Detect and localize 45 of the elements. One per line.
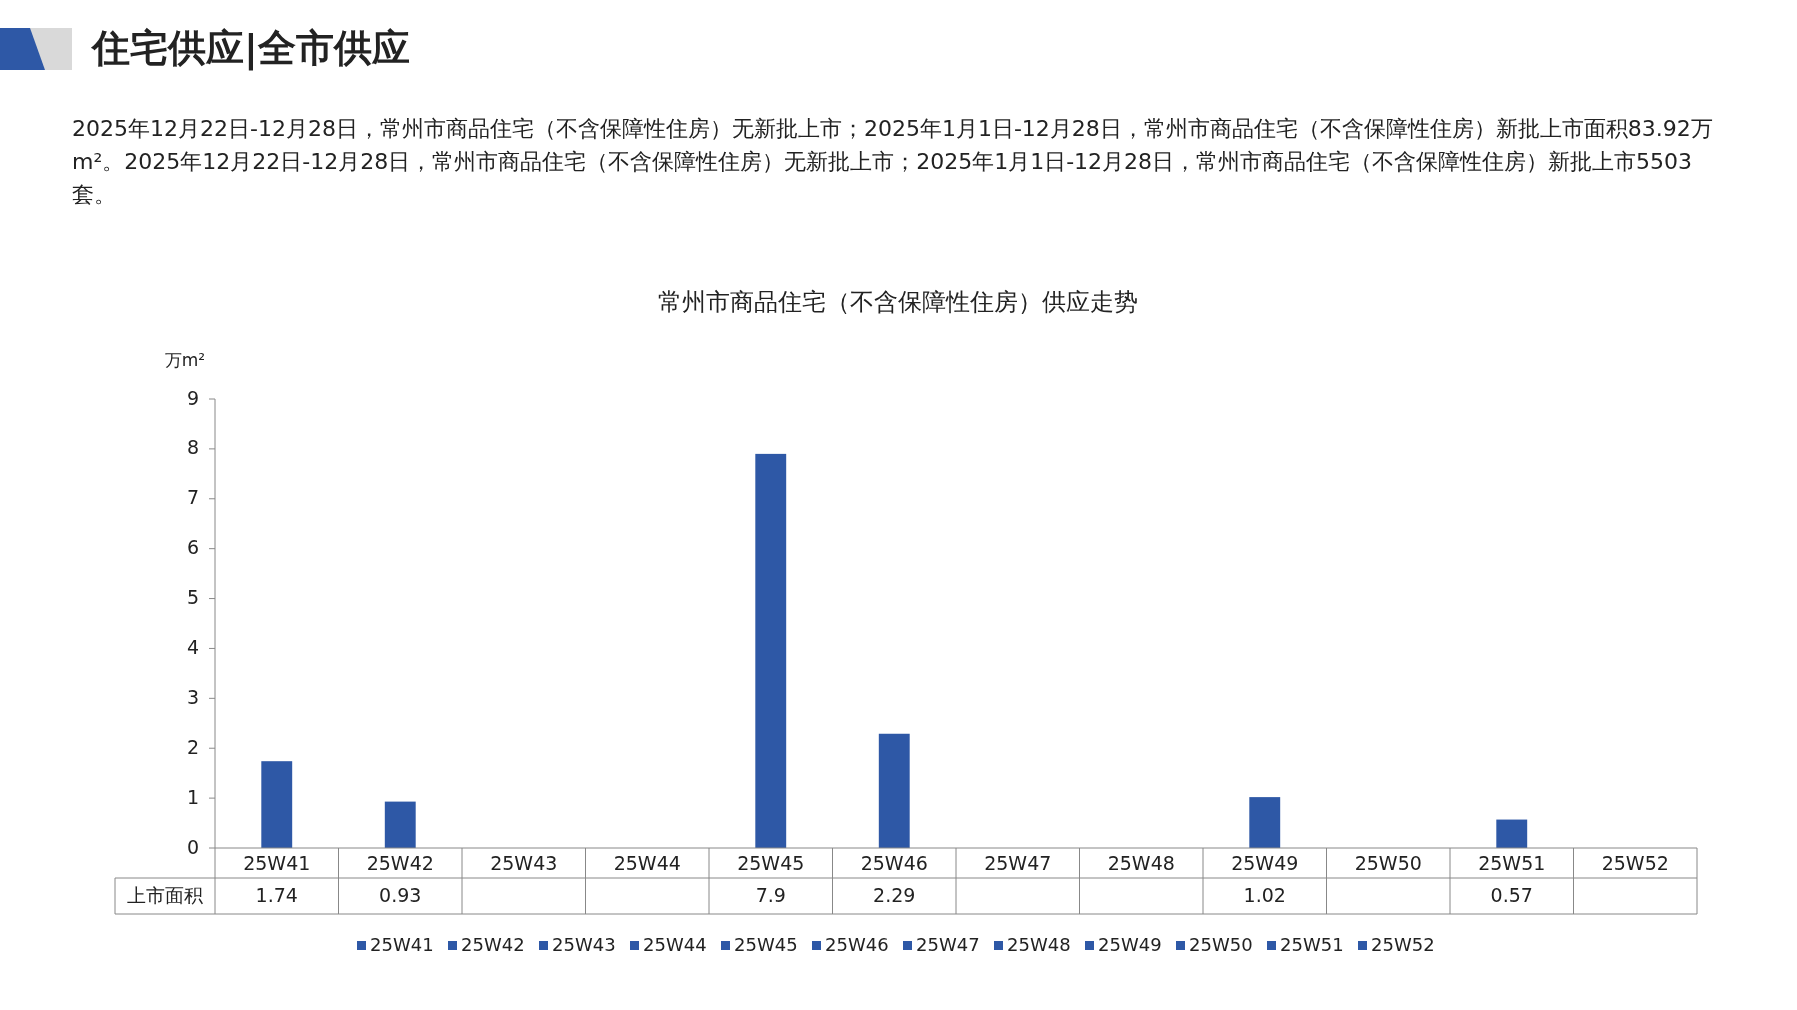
y-tick-label: 3: [186, 685, 199, 708]
category-label: 25W47: [916, 934, 980, 955]
y-tick-label: 4: [186, 635, 199, 658]
category-label: 25W50: [1189, 934, 1253, 955]
data-label: 2.29: [873, 883, 916, 906]
category-label: 25W49: [1098, 934, 1162, 955]
x-tick-label: 25W49: [1231, 851, 1299, 874]
chart-title: 常州市商品住宅（不含保障性住房）供应走势: [658, 288, 1138, 316]
x-tick-label: 25W48: [1107, 851, 1175, 874]
x-tick-label: 25W44: [613, 851, 681, 874]
y-tick-label: 5: [186, 586, 199, 609]
category-label: 25W41: [370, 934, 434, 955]
category-label: 25W51: [1280, 934, 1344, 955]
x-tick-label: 25W42: [366, 851, 434, 874]
y-tick-label: 6: [186, 536, 199, 559]
y-tick-label: 8: [186, 436, 199, 459]
x-tick-label: 25W51: [1478, 851, 1546, 874]
category-label: 25W45: [734, 934, 798, 955]
text: 2025年12月22日-12月28日，常州市商品住宅（不含保障性住房）无新批上市；2025年1月1日-12月28日，常州市商品住宅（不含保障性住房）新批上市面积83.92万m²。2025年12月22日-12月28日，常州市商品住宅（不含保障性住房）无新批上市；2025年1月1日-12月28日，常州市商品住宅（不含保障性住房）新批上市5503套。: [72, 115, 1714, 209]
y-axis-title: 万m²: [164, 350, 206, 370]
data-label: 0.57: [1490, 883, 1533, 906]
x-tick-label: 25W45: [737, 851, 805, 874]
category-label: 25W52: [1371, 934, 1435, 955]
data-label: 0.93: [379, 883, 422, 906]
y-tick-label: 9: [186, 386, 199, 409]
y-tick-label: 2: [186, 735, 199, 758]
data-label: 1.74: [255, 883, 298, 906]
text: 上市面积: [127, 883, 203, 906]
x-tick-label: 25W50: [1354, 851, 1422, 874]
data-label: 7.9: [755, 883, 786, 906]
data-label: 1.02: [1243, 883, 1286, 906]
y-tick-label: 0: [186, 835, 199, 858]
x-tick-label: 25W47: [984, 851, 1052, 874]
text: 住宅供应|全市供应: [90, 25, 410, 71]
category-label: 25W48: [1007, 934, 1071, 955]
y-tick-label: 1: [186, 785, 199, 808]
category-label: 25W46: [825, 934, 889, 955]
x-tick-label: 25W41: [243, 851, 311, 874]
x-tick-label: 25W46: [860, 851, 928, 874]
y-tick-label: 7: [186, 486, 199, 509]
x-tick-label: 25W52: [1601, 851, 1669, 874]
category-label: 25W42: [461, 934, 525, 955]
x-tick-label: 25W43: [490, 851, 558, 874]
category-label: 25W43: [552, 934, 616, 955]
category-label: 25W44: [643, 934, 707, 955]
